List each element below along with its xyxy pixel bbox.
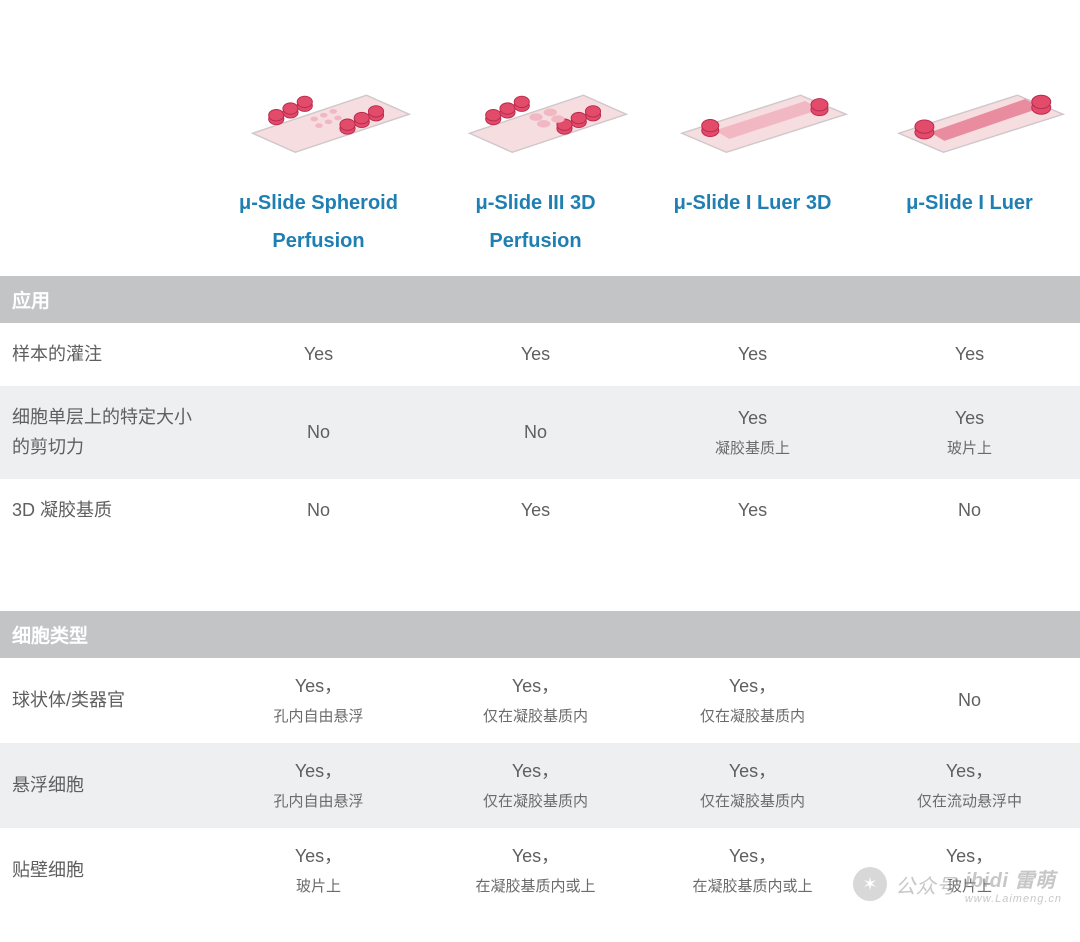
row-adherent-label: 贴壁细胞	[0, 839, 210, 902]
col-head-1-l1: μ-Slide Spheroid	[239, 192, 398, 214]
product-image-3	[644, 40, 861, 170]
product-image-row	[0, 0, 1080, 170]
cell-value: No	[433, 418, 638, 447]
row-perfusion: 样本的灌注 Yes Yes Yes Yes	[0, 323, 1080, 386]
cell-value: No	[216, 496, 421, 525]
row-suspension: 悬浮细胞 Yes，孔内自由悬浮 Yes，仅在凝胶基质内 Yes，仅在凝胶基质内 …	[0, 743, 1080, 828]
cell-sub: 孔内自由悬浮	[216, 705, 421, 729]
table-cell: Yes， 仅在凝胶基质内	[427, 743, 644, 828]
cell-sub: 凝胶基质上	[650, 437, 855, 461]
col-head-2-l2: Perfusion	[489, 230, 581, 252]
wechat-icon: ✶	[853, 867, 887, 901]
cell-sub: 仅在凝胶基质内	[650, 705, 855, 729]
cell-value: Yes	[867, 340, 1072, 369]
table-cell: No	[427, 404, 644, 461]
table-cell: Yes	[427, 326, 644, 383]
col-head-1: μ-Slide Spheroid Perfusion	[210, 184, 427, 260]
comparison-table: μ-Slide Spheroid Perfusion μ-Slide III 3…	[0, 0, 1080, 913]
cell-sub: 在凝胶基质内或上	[433, 875, 638, 899]
section-1-title: 应用	[0, 276, 1080, 323]
cell-value: Yes，	[433, 672, 638, 701]
watermark-label: 公众号	[895, 870, 957, 899]
row-perfusion-label: 样本的灌注	[0, 323, 210, 386]
cell-value: Yes，	[650, 842, 855, 871]
row-spheroid-label: 球状体/类器官	[0, 669, 210, 732]
table-cell: Yes， 孔内自由悬浮	[210, 658, 427, 743]
cell-value: No	[867, 496, 1072, 525]
table-cell: Yes	[644, 326, 861, 383]
table-cell: Yes， 仅在凝胶基质内	[427, 658, 644, 743]
table-cell: No	[861, 672, 1078, 729]
watermark-brand: ibidi 雷萌	[965, 870, 1056, 892]
cell-value: Yes	[650, 404, 855, 433]
cell-value: Yes，	[650, 757, 855, 786]
cell-sub: 仅在凝胶基质内	[650, 790, 855, 814]
cell-value: Yes	[433, 340, 638, 369]
cell-value: Yes，	[216, 672, 421, 701]
cell-value: Yes，	[216, 757, 421, 786]
table-cell: Yes， 在凝胶基质内或上	[644, 828, 861, 913]
section-2: 细胞类型	[0, 611, 1080, 658]
col-head-1-l2: Perfusion	[272, 230, 364, 252]
product-image-4	[861, 40, 1078, 170]
col-head-3: μ-Slide I Luer 3D	[644, 184, 861, 260]
table-cell: No	[861, 482, 1078, 539]
table-cell: Yes， 孔内自由悬浮	[210, 743, 427, 828]
row-3d-gel-label: 3D 凝胶基质	[0, 479, 210, 542]
cell-sub: 仅在凝胶基质内	[433, 705, 638, 729]
cell-sub: 仅在凝胶基质内	[433, 790, 638, 814]
cell-sub: 在凝胶基质内或上	[650, 875, 855, 899]
col-head-4: μ-Slide I Luer	[861, 184, 1078, 260]
table-cell: Yes	[861, 326, 1078, 383]
table-cell: Yes， 仅在凝胶基质内	[644, 743, 861, 828]
table-cell: Yes， 仅在流动悬浮中	[861, 743, 1078, 828]
column-headers: μ-Slide Spheroid Perfusion μ-Slide III 3…	[0, 170, 1080, 276]
col-head-3-l1: μ-Slide I Luer 3D	[674, 192, 832, 214]
table-cell: Yes 凝胶基质上	[644, 390, 861, 475]
cell-sub: 仅在流动悬浮中	[867, 790, 1072, 814]
section-spacer	[0, 541, 1080, 611]
cell-value: Yes，	[433, 757, 638, 786]
table-cell: No	[210, 404, 427, 461]
product-image-2	[427, 40, 644, 170]
cell-sub: 玻片上	[867, 437, 1072, 461]
cell-value: No	[867, 686, 1072, 715]
col-head-2: μ-Slide III 3D Perfusion	[427, 184, 644, 260]
cell-value: Yes，	[216, 842, 421, 871]
watermark-sub: www.Laimeng.cn	[965, 893, 1062, 905]
cell-value: Yes，	[867, 757, 1072, 786]
cell-value: Yes	[216, 340, 421, 369]
cell-sub: 玻片上	[216, 875, 421, 899]
row-3d-gel: 3D 凝胶基质 No Yes Yes No	[0, 479, 1080, 542]
cell-value: Yes	[433, 496, 638, 525]
product-image-1	[210, 40, 427, 170]
section-1: 应用	[0, 276, 1080, 323]
table-cell: Yes 玻片上	[861, 390, 1078, 475]
cell-sub: 孔内自由悬浮	[216, 790, 421, 814]
cell-value: Yes	[650, 496, 855, 525]
table-cell: No	[210, 482, 427, 539]
row-shear-label: 细胞单层上的特定大小的剪切力	[0, 386, 210, 479]
table-cell: Yes， 玻片上	[210, 828, 427, 913]
cell-value: Yes	[867, 404, 1072, 433]
table-cell: Yes， 仅在凝胶基质内	[644, 658, 861, 743]
section-2-header: 细胞类型	[0, 611, 1080, 658]
cell-value: No	[216, 418, 421, 447]
cell-value: Yes，	[650, 672, 855, 701]
col-head-4-l1: μ-Slide I Luer	[906, 192, 1033, 214]
row-shear: 细胞单层上的特定大小的剪切力 No No Yes 凝胶基质上 Yes 玻片上	[0, 386, 1080, 479]
cell-value: Yes，	[433, 842, 638, 871]
table-cell: Yes	[644, 482, 861, 539]
col-head-2-l1: μ-Slide III 3D	[475, 192, 595, 214]
section-1-header: 应用	[0, 276, 1080, 323]
row-spheroid: 球状体/类器官 Yes， 孔内自由悬浮 Yes， 仅在凝胶基质内 Yes， 仅在凝胶基…	[0, 658, 1080, 743]
cell-value: Yes	[650, 340, 855, 369]
table-cell: Yes， 在凝胶基质内或上	[427, 828, 644, 913]
table-cell: Yes	[210, 326, 427, 383]
row-suspension-label: 悬浮细胞	[0, 754, 210, 817]
table-cell: Yes	[427, 482, 644, 539]
section-2-title: 细胞类型	[0, 611, 1080, 658]
